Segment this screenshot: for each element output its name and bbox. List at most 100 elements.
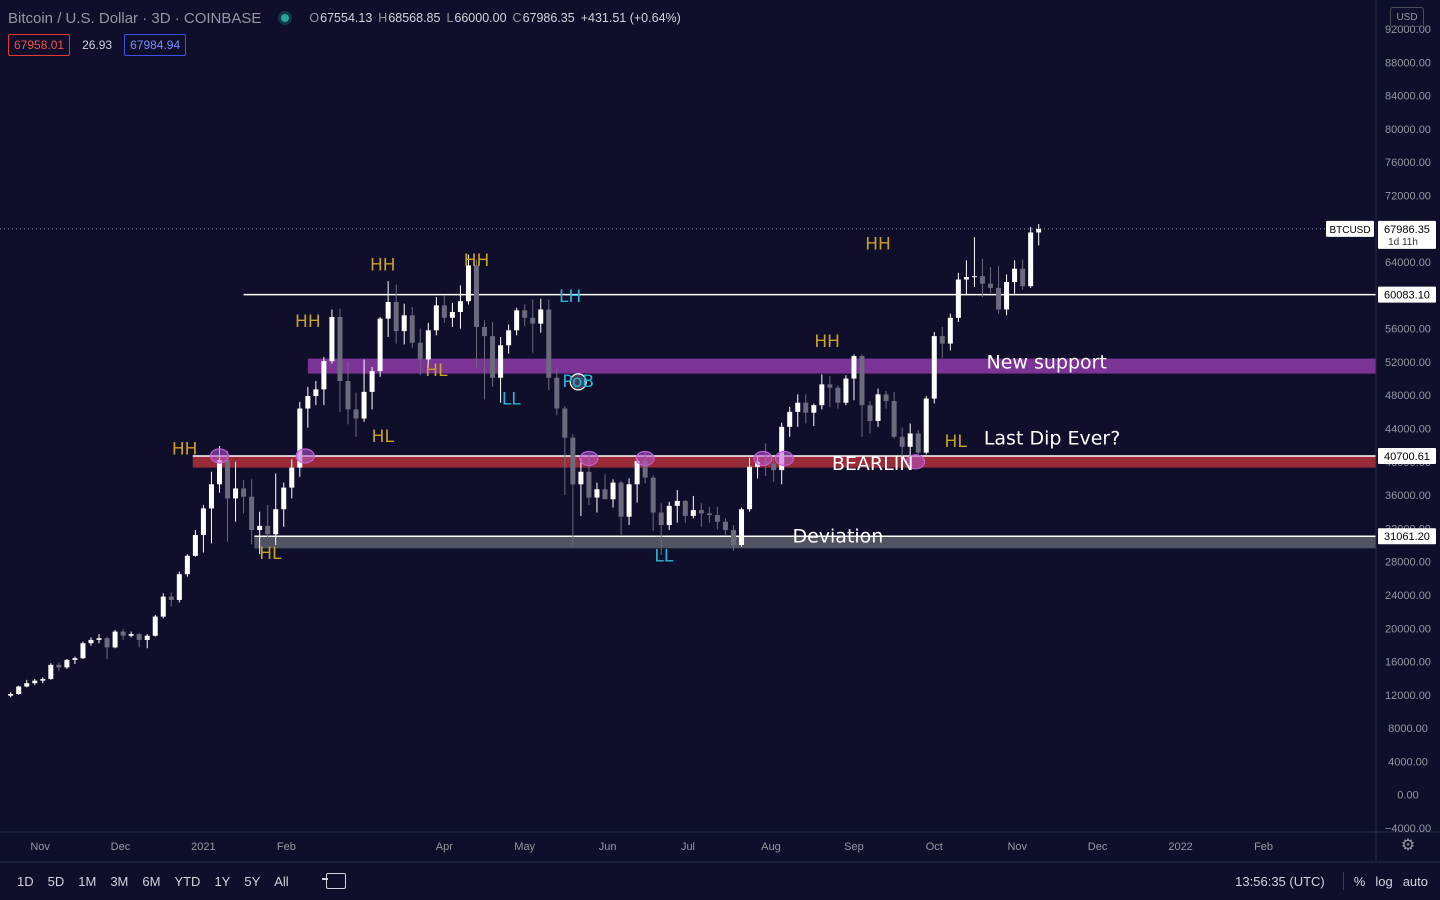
candle-body (907, 433, 913, 447)
candle-body (682, 500, 688, 516)
candle-body (168, 596, 174, 600)
range-button-ytd[interactable]: YTD (174, 873, 201, 889)
y-tick-label: 28000.00 (1385, 557, 1431, 569)
highlight-marker (579, 450, 599, 467)
candle (819, 374, 825, 410)
candle (538, 298, 544, 333)
y-tick-label: 16000.00 (1385, 657, 1431, 669)
clock-readout[interactable]: 13:56:35 (UTC) (1235, 873, 1325, 889)
range-button-3m[interactable]: 3M (110, 873, 129, 889)
candle-body (1028, 232, 1034, 287)
range-button-1y[interactable]: 1Y (214, 873, 231, 889)
candle-body (465, 265, 471, 302)
candle-body (225, 460, 231, 499)
candle (449, 302, 455, 327)
candle (433, 296, 439, 336)
candle (40, 677, 46, 684)
annotation-label: HH (370, 255, 396, 275)
currency-button[interactable]: USD (1390, 7, 1424, 27)
annotation-label: HH (295, 312, 321, 332)
candle-body (305, 396, 311, 409)
candle (698, 503, 704, 527)
low-key: L (446, 11, 454, 25)
candle (963, 260, 969, 296)
candle (265, 505, 271, 539)
candle-body (112, 631, 118, 648)
candle-body (706, 513, 712, 516)
gear-icon[interactable]: ⚙ (1400, 837, 1416, 854)
candle (554, 368, 560, 416)
annotations-layer: HH HH HH HH HL HL HL LH PoB LL LL HH HH HL New support… (172, 235, 1120, 567)
candle-body (594, 489, 600, 498)
sell-price-button[interactable]: 67958.01 (8, 34, 71, 56)
horizontal-lines-layer (0, 228, 1376, 537)
candle-body (96, 638, 102, 640)
annotation-label: Last Dip Ever? (984, 427, 1120, 449)
range-button-all[interactable]: All (274, 873, 289, 889)
candle (112, 629, 118, 649)
log-scale-toggle[interactable]: log (1375, 873, 1393, 889)
candle-body (297, 408, 303, 468)
candle (168, 592, 174, 607)
range-button-5y[interactable]: 5Y (244, 873, 261, 889)
candle (457, 285, 463, 329)
candle-body (16, 686, 22, 695)
candle (441, 295, 447, 323)
y-tick-label: 44000.00 (1385, 424, 1431, 436)
candle (281, 482, 287, 527)
candle-body (498, 345, 504, 378)
candle-body (417, 342, 423, 360)
goto-date-icon[interactable] (321, 873, 346, 889)
price-tag-bg (1378, 286, 1436, 303)
range-button-1m[interactable]: 1M (78, 873, 97, 889)
candle (473, 259, 479, 368)
buy-price-button[interactable]: 67984.94 (124, 34, 187, 56)
candle-body (867, 405, 873, 422)
candle (409, 306, 415, 348)
candle-body (377, 318, 383, 372)
candle-body (490, 336, 496, 378)
range-button-6m[interactable]: 6M (142, 873, 161, 889)
highlight-marker (753, 450, 773, 467)
candle (875, 388, 881, 427)
symbol-tag-label: BTCUSD (1329, 225, 1370, 236)
auto-scale-toggle[interactable]: auto (1402, 873, 1428, 889)
y-tick-label: 84000.00 (1385, 91, 1431, 103)
percent-scale-toggle[interactable]: % (1353, 873, 1366, 889)
bottom-toolbar: 1D 5D 1M 3M 6M YTD 1Y 5Y All 13:56:35 (U… (0, 862, 1440, 900)
highlight-marker (905, 454, 926, 470)
candle-body (289, 467, 295, 488)
candle (56, 662, 62, 671)
candle-body (329, 316, 335, 362)
x-tick-label: Feb (277, 841, 296, 853)
candle-body (473, 265, 479, 327)
x-tick-label: Oct (926, 841, 943, 853)
candle-body (449, 311, 455, 318)
highlight-marker (295, 448, 315, 464)
candle (160, 593, 166, 619)
range-button-1d[interactable]: 1D (17, 873, 34, 889)
symbol-title[interactable]: Bitcoin / U.S. Dollar · 3D · COINBASE (8, 9, 262, 27)
candle (530, 299, 536, 353)
candle (297, 401, 303, 477)
candle-body (875, 394, 881, 422)
close-value: 67986.35 (522, 11, 575, 25)
candle (610, 479, 616, 508)
candle (249, 479, 255, 545)
candle (144, 634, 150, 649)
x-tick-label: 2021 (191, 841, 215, 853)
annotation-label: HL (945, 432, 968, 452)
candle (192, 530, 198, 557)
annotation-label: HL (259, 544, 282, 564)
candle (971, 237, 977, 288)
range-button-5d[interactable]: 5D (47, 873, 65, 889)
candle-body (658, 512, 664, 526)
zone-2 (254, 536, 1376, 549)
annotation-label: Deviation (792, 526, 883, 548)
candle (1036, 224, 1042, 246)
candle (771, 457, 777, 482)
spread-value: 26.93 (82, 38, 113, 52)
candle-body (32, 680, 38, 684)
